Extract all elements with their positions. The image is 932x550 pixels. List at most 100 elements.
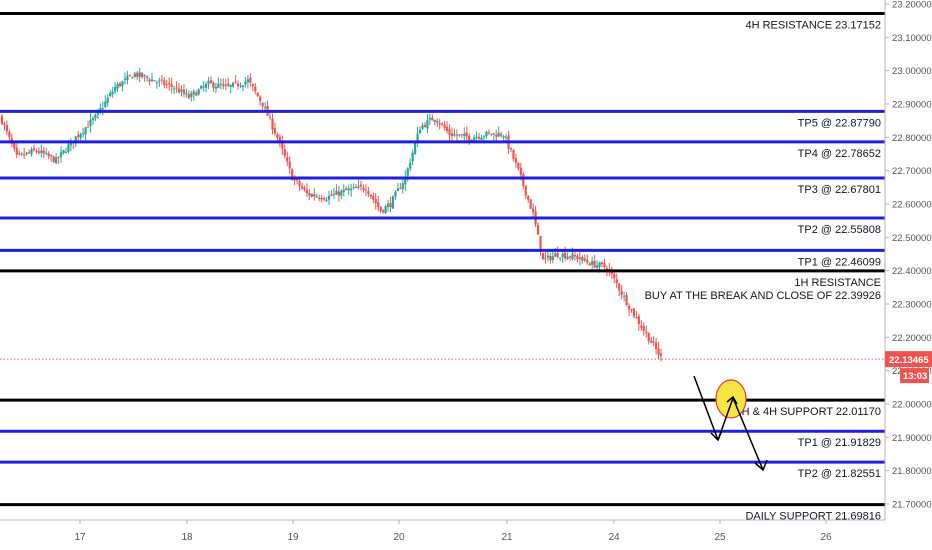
candle-body	[603, 263, 606, 268]
candle-body	[595, 265, 599, 268]
candle-body	[581, 257, 584, 261]
x-tick-label: 18	[181, 532, 193, 543]
candle-body	[539, 235, 542, 252]
candle-body	[386, 203, 390, 207]
candle-body	[145, 76, 149, 79]
candle-body	[423, 124, 427, 127]
candle-body	[431, 117, 434, 121]
candle-body	[214, 86, 218, 89]
candle-body	[192, 91, 195, 95]
candle-body	[298, 180, 301, 186]
candle-body	[104, 101, 107, 107]
candle-body	[94, 114, 97, 119]
x-tick-label: 21	[501, 532, 513, 543]
y-tick-label: 22.20000	[892, 333, 932, 344]
candle-body	[101, 108, 104, 110]
candle-body	[271, 118, 274, 130]
x-tick-label: 20	[393, 532, 405, 543]
y-tick-label: 21.70000	[892, 500, 932, 511]
candle-body	[347, 188, 350, 191]
candle-body	[133, 73, 136, 77]
candle-body	[441, 123, 444, 125]
candle-body	[23, 154, 26, 156]
candle-body	[318, 197, 321, 199]
candle-body	[372, 195, 375, 200]
candle-body	[47, 153, 50, 157]
candle-body	[480, 137, 483, 140]
candle-body	[5, 125, 9, 132]
x-tick-label: 26	[820, 532, 832, 543]
candle-body	[246, 79, 249, 83]
candle-body	[536, 224, 540, 235]
candle-body	[150, 79, 154, 82]
candle-body	[323, 198, 326, 200]
candle-body	[406, 168, 409, 176]
tp3-label: TP3 @ 22.67801	[798, 184, 881, 196]
candle-body	[568, 256, 572, 258]
candle-body	[123, 78, 127, 80]
candle-body	[541, 252, 545, 260]
candle-body	[421, 125, 424, 129]
candle-body	[131, 77, 134, 79]
candle-body	[116, 83, 119, 89]
y-tick-label: 23.00000	[892, 66, 932, 77]
candle-body	[389, 202, 392, 208]
candle-body	[458, 134, 461, 136]
candle-body	[229, 85, 232, 87]
candle-body	[436, 120, 439, 123]
candle-body	[308, 192, 311, 196]
candle-body	[219, 83, 222, 85]
candle-body	[615, 279, 618, 284]
candle-body	[54, 157, 58, 164]
candle-body	[605, 268, 609, 271]
candle-body	[578, 257, 581, 259]
candle-body	[561, 253, 564, 258]
candle-body	[623, 295, 626, 297]
candle-body	[357, 186, 360, 188]
candle-body	[281, 140, 284, 149]
projection-arrow-head-2	[726, 395, 738, 405]
candle-body	[82, 132, 85, 134]
candle-body	[477, 136, 481, 139]
candle-body	[514, 158, 518, 163]
time-axis[interactable]: 17 18 19 20 21 24 25 26	[0, 519, 885, 543]
candle-body	[583, 258, 586, 261]
candle-body	[180, 89, 183, 92]
candle-body	[185, 93, 188, 95]
projection-arrow-down-1	[693, 375, 719, 441]
candle-body	[204, 83, 208, 88]
candle-body	[382, 210, 385, 213]
candle-body	[59, 152, 63, 157]
candle-body	[350, 188, 353, 191]
candle-body	[175, 87, 178, 89]
candle-body	[654, 342, 658, 349]
candle-body	[500, 133, 503, 136]
candle-body	[414, 142, 417, 154]
candle-body	[84, 127, 87, 135]
candle-body	[268, 116, 272, 118]
candle-body	[111, 91, 114, 95]
candle-body	[182, 89, 186, 94]
candle-body	[295, 178, 299, 181]
candle-body	[224, 84, 227, 86]
candle-body	[340, 190, 343, 196]
candle-body	[559, 257, 562, 259]
candle-body	[367, 190, 370, 194]
candle-body	[384, 206, 387, 214]
y-tick-label: 22.60000	[892, 200, 932, 211]
projection-arrow-down-2	[732, 397, 764, 471]
projection-arrow-head-3	[754, 459, 768, 472]
candle-body	[254, 86, 257, 92]
candle-body	[227, 83, 230, 86]
candle-body	[170, 84, 173, 87]
price-axis[interactable]: 23.20000 23.10000 23.00000 22.90000 22.80000…	[884, 0, 932, 550]
candle-body	[325, 199, 328, 201]
candle-body	[377, 202, 380, 208]
candle-body	[566, 256, 569, 260]
candle-body	[549, 255, 552, 261]
candle-body	[143, 75, 146, 77]
candle-body	[337, 191, 340, 196]
candle-body	[573, 255, 577, 257]
y-tick-label: 22.50000	[892, 233, 932, 244]
candle-body	[345, 188, 348, 191]
